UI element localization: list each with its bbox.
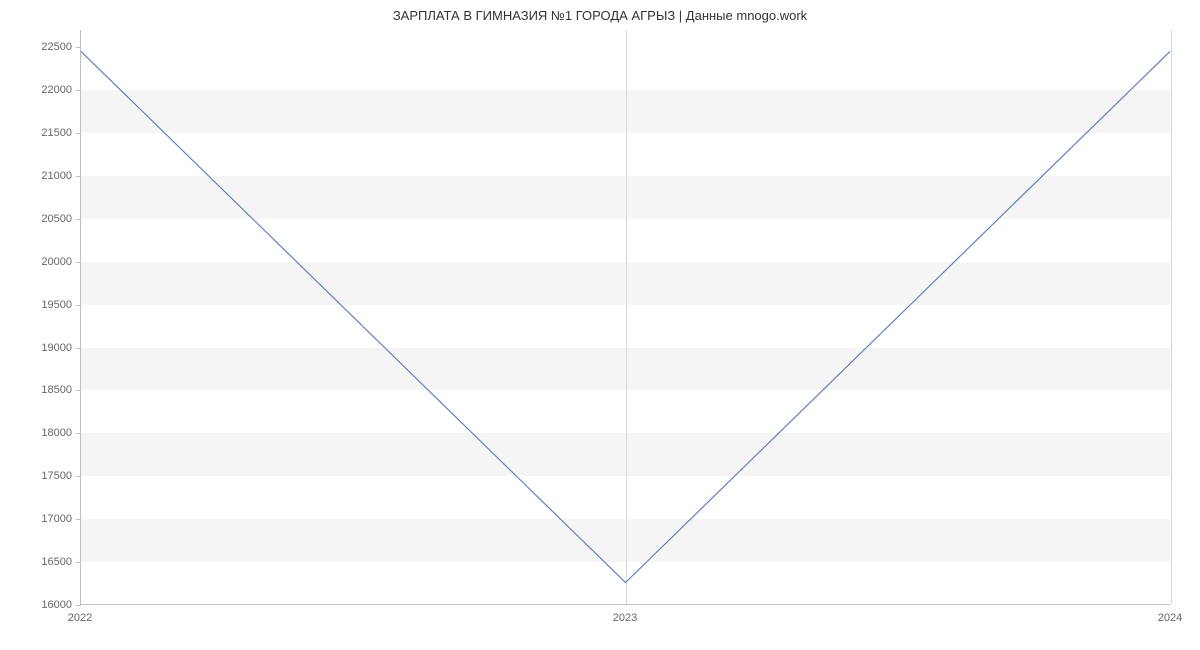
y-axis-tick [76, 133, 81, 134]
x-axis-tick-label: 2023 [613, 612, 637, 624]
y-axis-tick-label: 21000 [12, 170, 72, 182]
chart-title: ЗАРПЛАТА В ГИМНАЗИЯ №1 ГОРОДА АГРЫЗ | Да… [0, 8, 1200, 23]
y-axis-tick [76, 348, 81, 349]
y-axis-tick-label: 22000 [12, 84, 72, 96]
y-axis-tick [76, 605, 81, 606]
y-axis-tick-label: 22500 [12, 41, 72, 53]
y-axis-tick-label: 20000 [12, 256, 72, 268]
y-axis-tick-label: 19000 [12, 342, 72, 354]
y-axis-tick [76, 90, 81, 91]
plot-area [80, 30, 1170, 605]
y-axis-tick-label: 16000 [12, 599, 72, 611]
y-axis-tick-label: 19500 [12, 299, 72, 311]
y-axis-tick [76, 519, 81, 520]
y-axis-tick [76, 562, 81, 563]
y-axis-tick [76, 219, 81, 220]
y-axis-tick-label: 17000 [12, 513, 72, 525]
y-axis-tick-label: 17500 [12, 470, 72, 482]
y-axis-tick [76, 433, 81, 434]
y-axis-tick [76, 476, 81, 477]
y-axis-tick-label: 18500 [12, 384, 72, 396]
y-axis-tick [76, 305, 81, 306]
y-axis-tick-label: 18000 [12, 427, 72, 439]
y-axis-tick [76, 262, 81, 263]
x-axis-tick-label: 2024 [1158, 612, 1182, 624]
y-axis-tick [76, 390, 81, 391]
x-grid-line [1171, 30, 1172, 604]
y-axis-tick-label: 21500 [12, 127, 72, 139]
y-axis-tick [76, 176, 81, 177]
y-axis-tick [76, 47, 81, 48]
y-axis-tick-label: 20500 [12, 213, 72, 225]
y-axis-tick-label: 16500 [12, 556, 72, 568]
line-series [81, 30, 1170, 604]
x-axis-tick-label: 2022 [68, 612, 92, 624]
